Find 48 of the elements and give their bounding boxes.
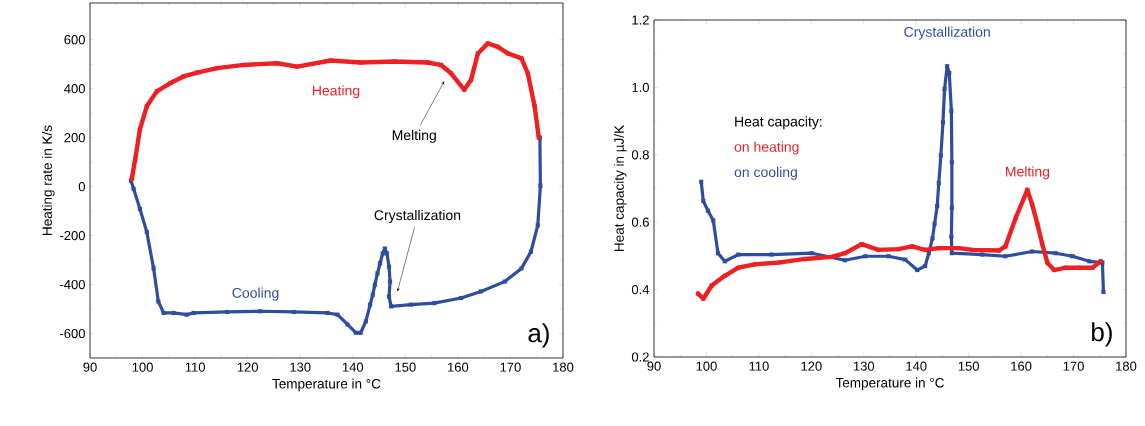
annotation: Crystallization: [374, 209, 461, 223]
x-axis-title: Temperature in °C: [835, 377, 944, 391]
annotation: Melting: [392, 129, 436, 143]
y-tick-label: 200: [64, 133, 85, 143]
x-tick-label: 90: [647, 361, 661, 371]
annotation: a): [528, 323, 549, 348]
y-axis-title: Heating rate in K/s: [42, 125, 55, 235]
y-tick-label: 400: [64, 84, 85, 94]
x-tick-label: 140: [342, 362, 364, 372]
y-tick-label: -200: [60, 230, 85, 241]
annotation: Melting: [1005, 166, 1050, 180]
x-tick-label: 150: [958, 361, 980, 371]
x-tick-label: 180: [553, 362, 574, 372]
legend-title: Heat capacity:: [735, 116, 822, 130]
y-tick-label: 0.8: [631, 150, 649, 160]
y-tick-label: 0.6: [631, 217, 649, 227]
x-tick-label: 160: [1011, 361, 1032, 371]
y-tick-label: -600: [60, 328, 85, 339]
y-tick-label: 0: [78, 182, 85, 192]
x-tick-label: 160: [448, 362, 469, 372]
x-axis-title: Temperature in °C: [272, 378, 381, 392]
x-tick-label: 110: [749, 361, 769, 371]
x-tick-label: 100: [132, 362, 153, 372]
x-tick-label: 110: [185, 362, 205, 372]
series-label: Cooling: [232, 287, 279, 301]
y-tick-label: 0.2: [631, 352, 649, 362]
text: on heating: [734, 141, 799, 155]
x-tick-label: 100: [696, 361, 717, 371]
x-tick-label: 90: [83, 362, 97, 372]
y-tick-label: -400: [60, 279, 85, 290]
y-tick-label: 1.2: [632, 15, 649, 25]
text: on cooling: [734, 166, 797, 180]
x-tick-label: 150: [395, 362, 416, 372]
x-tick-label: 170: [500, 362, 521, 372]
x-tick-label: 130: [290, 362, 311, 372]
x-tick-label: 180: [1116, 361, 1137, 371]
x-tick-label: 120: [237, 362, 259, 372]
y-tick-label: 1.0: [632, 82, 649, 92]
x-tick-label: 120: [801, 361, 822, 371]
y-tick-label: 0.4: [631, 284, 650, 295]
x-tick-label: 130: [853, 361, 875, 371]
annotation: Crystallization: [904, 26, 990, 40]
series-label: Heating: [312, 85, 360, 99]
y-tick-label: 600: [64, 35, 85, 45]
annotation: b): [1092, 322, 1112, 347]
x-tick-label: 140: [906, 361, 927, 371]
y-axis-title: Heat capacity in µJ/K: [613, 125, 627, 251]
x-tick-label: 170: [1063, 361, 1084, 371]
